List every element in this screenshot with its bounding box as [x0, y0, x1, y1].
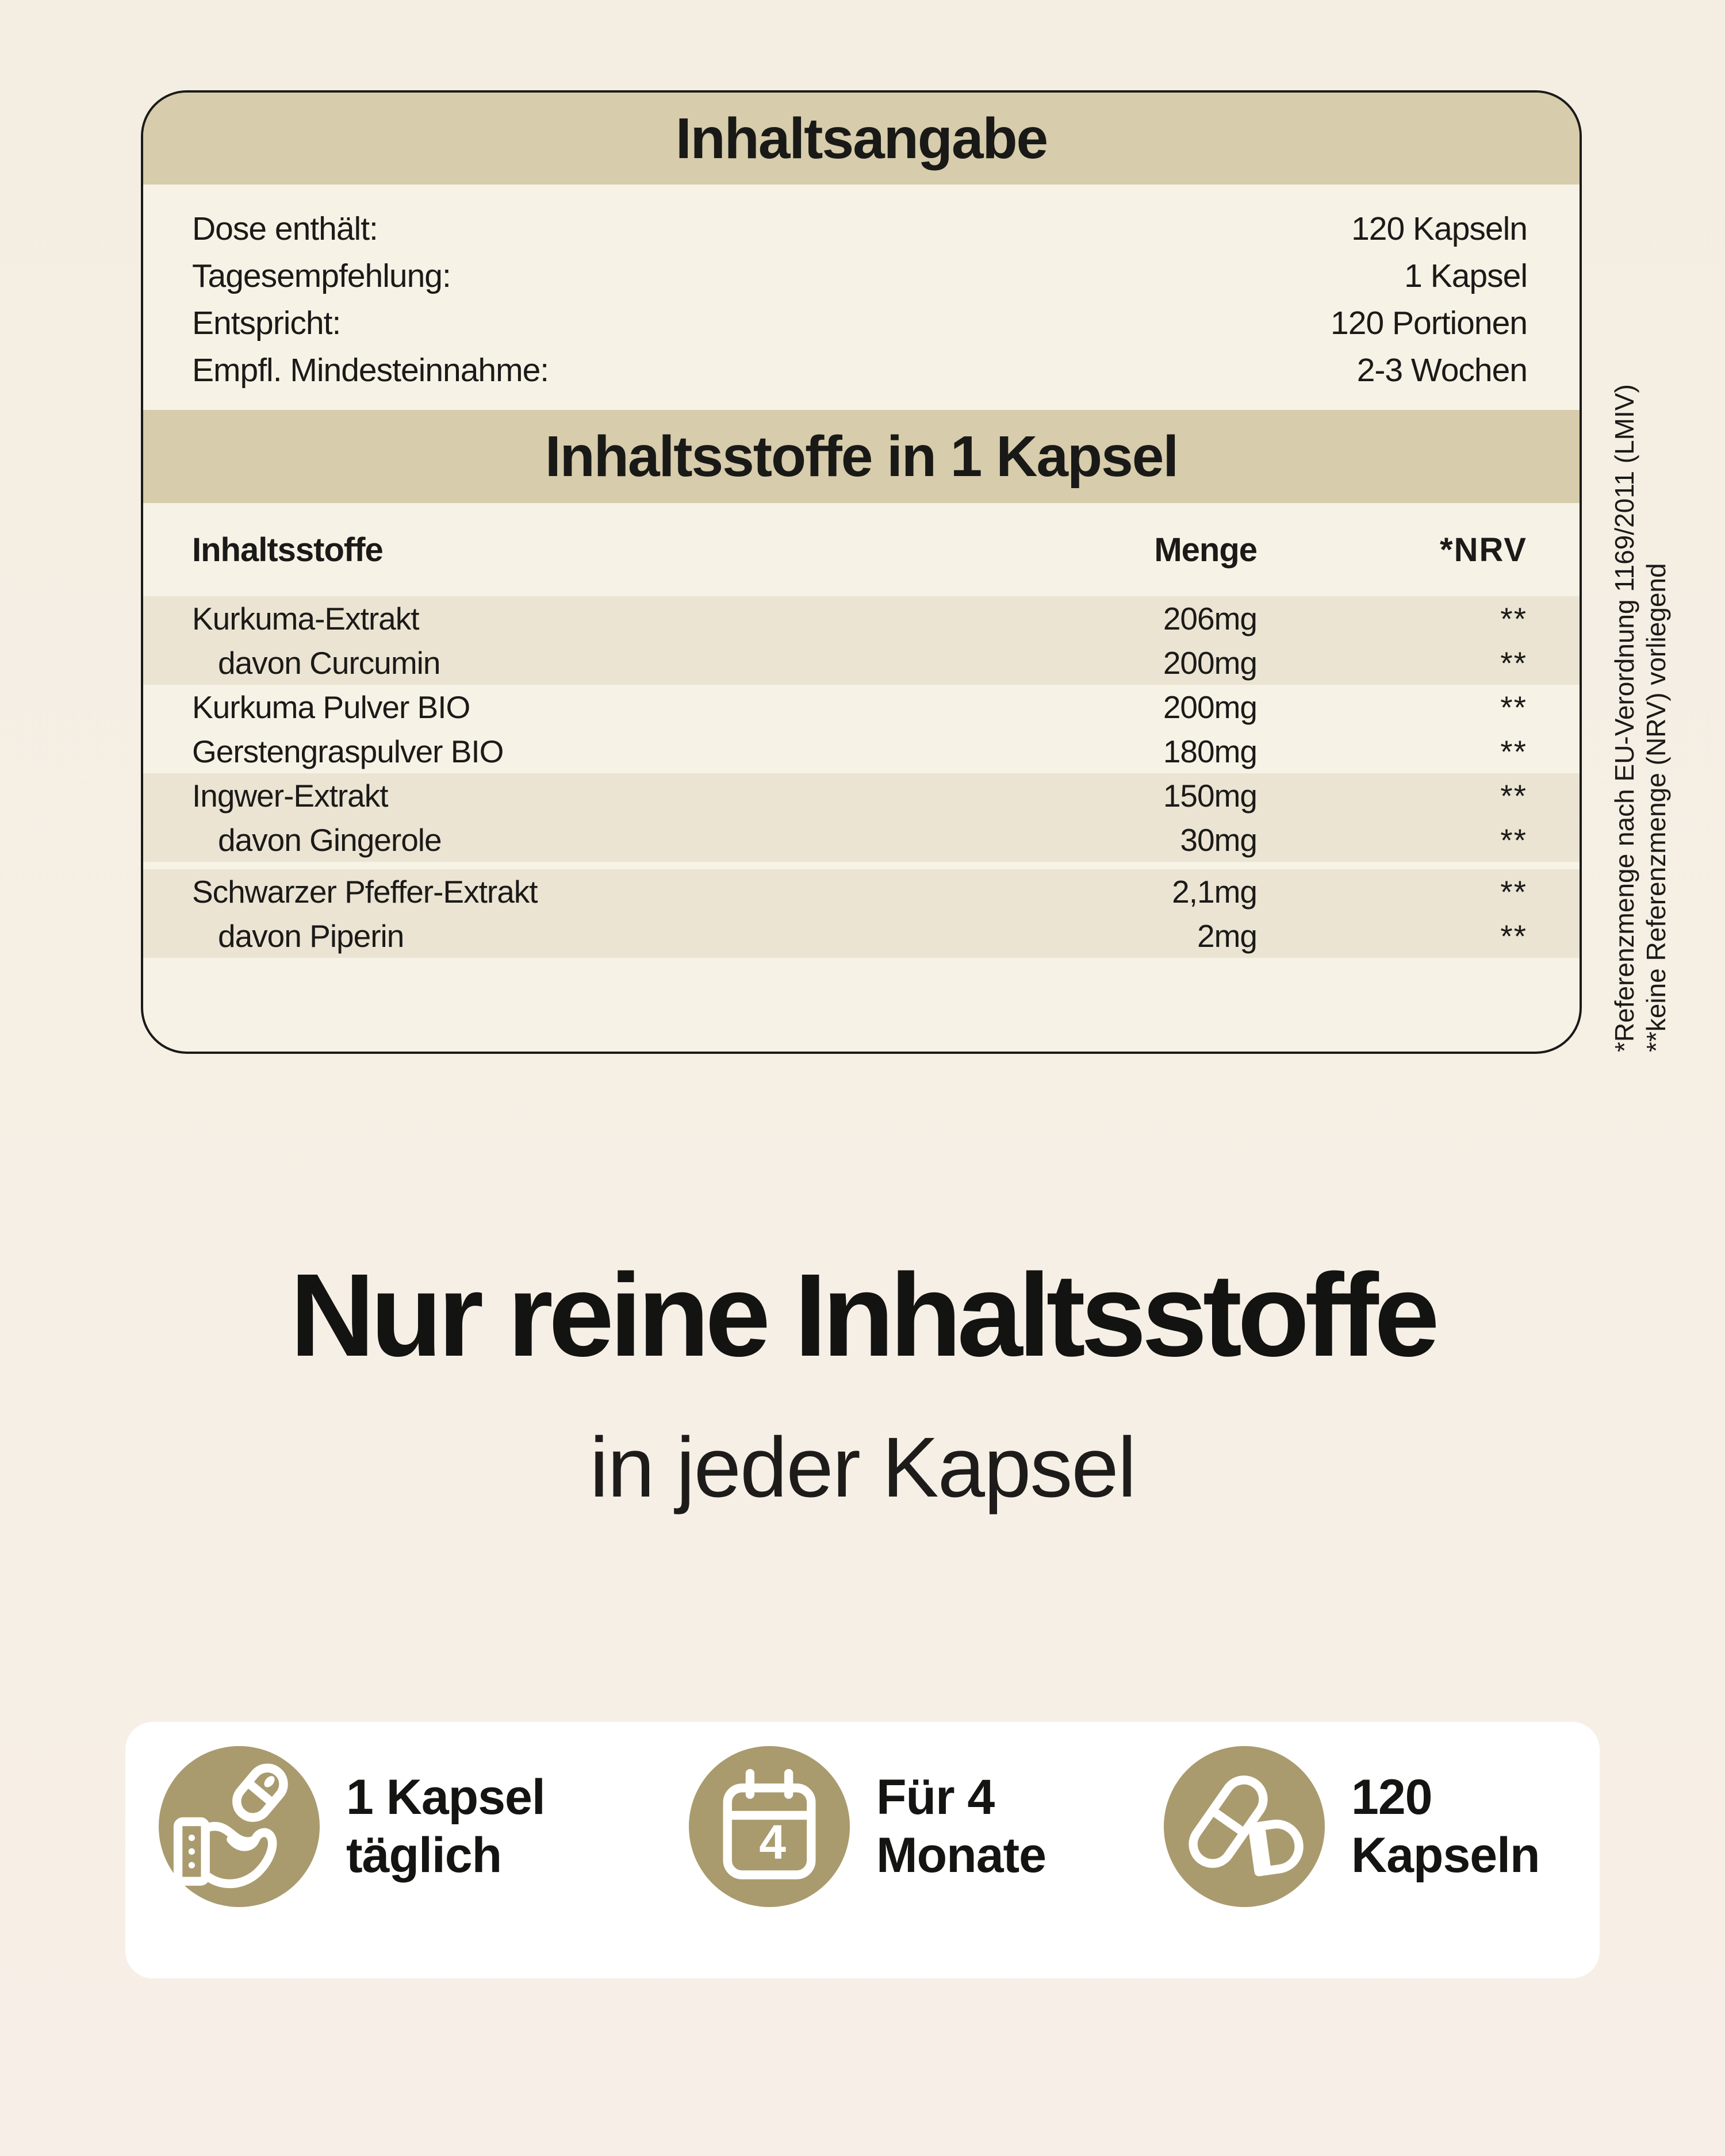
column-header-nrv: *NRV — [1440, 531, 1527, 569]
table-row: Schwarzer Pfeffer-Extrakt 2,1mg ** — [143, 869, 1580, 914]
benefit-capsule-count: 120 Kapseln — [1164, 1746, 1540, 1907]
table-row: Kurkuma Pulver BIO 200mg ** — [143, 685, 1580, 729]
ingredient-amount: 200mg — [1163, 689, 1258, 725]
facts-card-title: Inhaltsangabe — [675, 106, 1048, 171]
info-label: Tagesempfehlung: — [192, 258, 451, 294]
info-value: 120 Kapseln — [1351, 210, 1528, 247]
table-row: Ingwer-Extrakt 150mg ** — [143, 773, 1580, 818]
ingredient-name: davon Piperin — [218, 918, 404, 954]
ingredient-name: Schwarzer Pfeffer-Extrakt — [192, 873, 538, 910]
ingredient-nrv: ** — [1500, 822, 1527, 858]
facts-card-header: Inhaltsangabe — [143, 93, 1580, 185]
footnote-referenzmenge: *Referenzmenge nach EU-Verordnung 1169/2… — [1609, 384, 1639, 1052]
ingredient-nrv: ** — [1500, 600, 1527, 636]
benefit-text: 1 Kapsel täglich — [346, 1768, 546, 1885]
info-value: 120 Portionen — [1331, 305, 1528, 342]
benefits-card: 1 Kapsel täglich 4 Für 4 Monate — [125, 1722, 1600, 1978]
benefit-line1: 120 — [1351, 1770, 1432, 1825]
info-row: Empfl. Mindesteinnahme: 2-3 Wochen — [192, 347, 1528, 394]
calendar-number: 4 — [759, 1815, 786, 1869]
ingredient-name: Kurkuma Pulver BIO — [192, 689, 470, 725]
benefit-line2: Monate — [876, 1828, 1046, 1883]
supplement-facts-card: Inhaltsangabe Dose enthält: 120 Kapseln … — [141, 90, 1582, 1054]
ingredient-nrv: ** — [1500, 689, 1527, 725]
ingredient-amount: 2,1mg — [1172, 873, 1258, 910]
footnote-keine-referenzmenge: **keine Referenzmenge (NRV) vorliegend — [1641, 563, 1671, 1052]
nrv-footnotes-vertical: *Referenzmenge nach EU-Verordnung 1169/2… — [1609, 75, 1672, 1052]
ingredients-table-header-band: Inhaltsstoffe in 1 Kapsel — [143, 410, 1580, 503]
ingredient-amount: 206mg — [1163, 600, 1258, 636]
ingredient-nrv: ** — [1500, 645, 1527, 681]
benefit-duration: 4 Für 4 Monate — [689, 1746, 1046, 1907]
ingredient-nrv: ** — [1500, 918, 1527, 954]
info-row: Entspricht: 120 Portionen — [192, 300, 1528, 347]
benefit-text: Für 4 Monate — [876, 1768, 1046, 1885]
benefit-line2: täglich — [346, 1828, 502, 1883]
table-row: davon Gingerole 30mg ** — [143, 818, 1580, 862]
benefit-line1: 1 Kapsel — [346, 1770, 546, 1825]
ingredient-name: Gerstengraspulver BIO — [192, 733, 504, 769]
ingredient-amount: 180mg — [1163, 733, 1258, 769]
table-row: Gerstengraspulver BIO 180mg ** — [143, 729, 1580, 773]
info-value: 1 Kapsel — [1404, 258, 1528, 294]
ingredient-amount: 150mg — [1163, 777, 1258, 814]
page-title: Nur reine Inhaltsstoffe — [290, 1249, 1440, 1381]
ingredient-name: Kurkuma-Extrakt — [192, 600, 420, 636]
ingredient-nrv: ** — [1500, 777, 1527, 814]
ingredient-amount: 2mg — [1197, 918, 1258, 954]
ingredients-table-body: Kurkuma-Extrakt 206mg ** davon Curcumin … — [143, 596, 1580, 958]
info-value: 2-3 Wochen — [1356, 352, 1528, 389]
benefit-line2: Kapseln — [1351, 1828, 1540, 1883]
dose-info-section: Dose enthält: 120 Kapseln Tagesempfehlun… — [143, 185, 1580, 410]
ingredient-nrv: ** — [1500, 733, 1527, 769]
info-label: Empfl. Mindesteinnahme: — [192, 352, 549, 389]
ingredient-amount: 30mg — [1180, 822, 1258, 858]
benefit-line1: Für 4 — [876, 1770, 995, 1825]
column-header-ingredient: Inhaltsstoffe — [192, 531, 384, 569]
ingredients-column-headers: Inhaltsstoffe Menge *NRV — [143, 503, 1580, 596]
info-row: Tagesempfehlung: 1 Kapsel — [192, 252, 1528, 300]
ingredient-name: davon Curcumin — [218, 645, 440, 681]
info-label: Dose enthält: — [192, 210, 378, 247]
benefit-daily-dose: 1 Kapsel täglich — [159, 1746, 546, 1907]
table-row: Kurkuma-Extrakt 206mg ** — [143, 596, 1580, 640]
table-row: davon Piperin 2mg ** — [143, 914, 1580, 958]
page-subtitle: in jeder Kapsel — [589, 1420, 1136, 1515]
ingredient-name: Ingwer-Extrakt — [192, 777, 389, 814]
ingredient-name: davon Gingerole — [218, 822, 442, 858]
calendar-icon: 4 — [689, 1746, 850, 1907]
benefit-text: 120 Kapseln — [1351, 1768, 1540, 1885]
ingredient-nrv: ** — [1500, 873, 1527, 910]
capsules-icon — [1164, 1746, 1325, 1907]
table-row: davon Curcumin 200mg ** — [143, 640, 1580, 685]
ingredient-amount: 200mg — [1163, 645, 1258, 681]
ingredients-table-title: Inhaltsstoffe in 1 Kapsel — [545, 424, 1179, 489]
info-row: Dose enthält: 120 Kapseln — [192, 205, 1528, 252]
info-label: Entspricht: — [192, 305, 341, 342]
column-header-amount: Menge — [1154, 531, 1258, 569]
hand-holding-pill-icon — [159, 1746, 320, 1907]
